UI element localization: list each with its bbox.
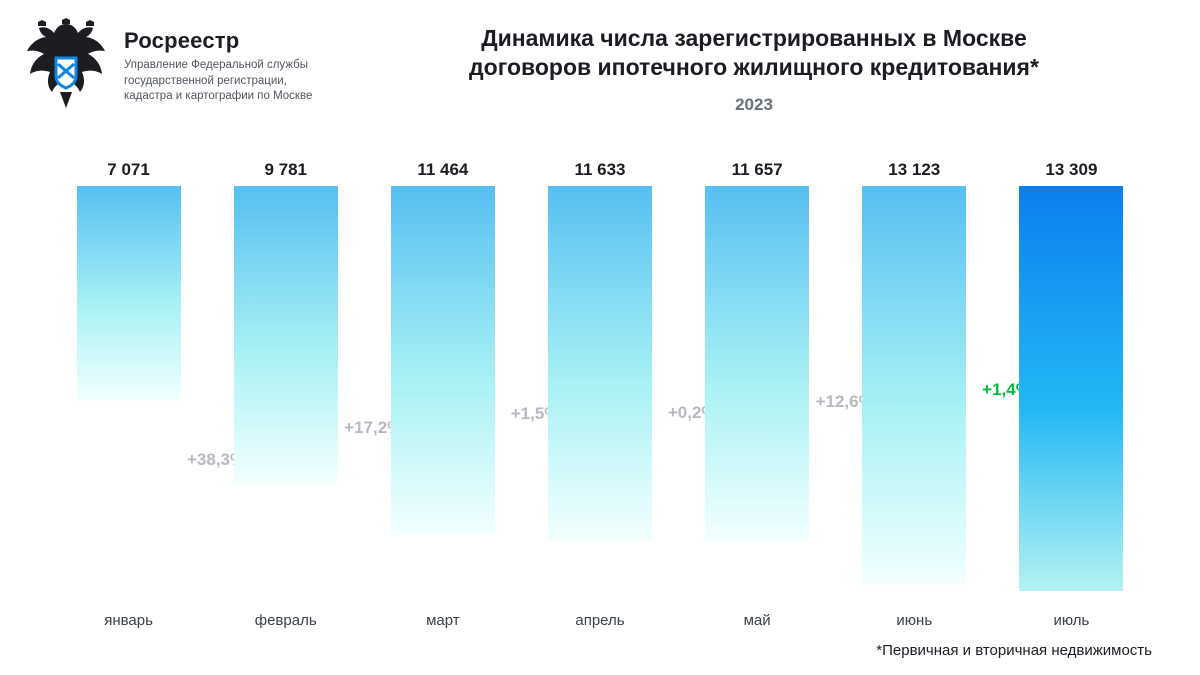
x-axis-label: июль [993,612,1150,629]
bar-value-label: 11 657 [732,160,783,180]
bar-value-label: 11 464 [417,160,468,180]
bar [391,186,495,535]
bar-value-label: 13 309 [1045,160,1097,180]
x-axis-label: март [364,612,521,629]
bar [77,186,181,401]
brand-name: Росреестр [124,28,334,54]
x-axis-label: февраль [207,612,364,629]
rosreestr-logo-icon [22,18,110,114]
bar-value-label: 13 123 [888,160,940,180]
bar-value-label: 7 071 [107,160,150,180]
bar-group: 13 123+1,4% [836,160,993,593]
bar-group: 13 309 [993,160,1150,593]
bar-group: 7 071+38,3% [50,160,207,593]
x-axis: январьфевральмартапрельмайиюньиюль [50,612,1150,629]
brand-subtitle: Управление Федеральной службы государств… [124,58,334,105]
bar [234,186,338,484]
bar-chart: 7 071+38,3%9 781+17,2%11 464+1,5%11 633+… [50,160,1150,593]
x-axis-label: июнь [836,612,993,629]
bar-value-label: 9 781 [264,160,307,180]
title-block: Динамика числа зарегистрированных в Моск… [348,18,1160,115]
chart-year: 2023 [348,95,1160,115]
x-axis-label: январь [50,612,207,629]
brand-block: Росреестр Управление Федеральной службы … [124,18,334,105]
footnote: *Первичная и вторичная недвижимость [876,642,1152,659]
bar-value-label: 11 633 [574,160,625,180]
bar-group: 11 464+1,5% [364,160,521,593]
bar [705,186,809,541]
x-axis-label: май [679,612,836,629]
bar [548,186,652,540]
bar-highlight [1019,186,1123,591]
x-axis-label: апрель [521,612,678,629]
bar-group: 9 781+17,2% [207,160,364,593]
chart-title: Динамика числа зарегистрированных в Моск… [348,24,1160,83]
bar-group: 11 633+0,2% [521,160,678,593]
bar [862,186,966,585]
bar-group: 11 657+12,6% [679,160,836,593]
header: Росреестр Управление Федеральной службы … [22,18,1160,115]
